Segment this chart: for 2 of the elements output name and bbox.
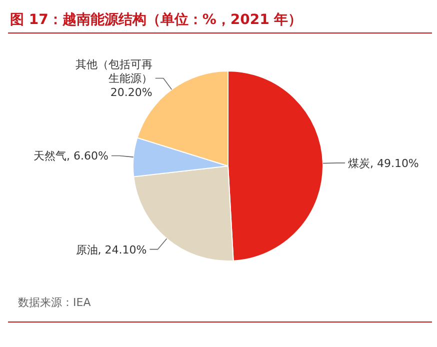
annotation: 数据来源：IEA [18,296,91,309]
title: 图 17：越南能源结构（单位：%，2021 年） [10,12,302,28]
